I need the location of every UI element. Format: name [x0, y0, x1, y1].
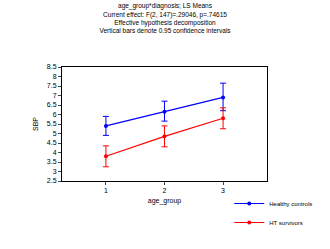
- svg-text:4.5: 4.5: [47, 139, 57, 146]
- svg-text:4: 4: [53, 149, 57, 156]
- svg-text:1: 1: [104, 187, 108, 194]
- svg-text:2: 2: [163, 187, 167, 194]
- svg-text:Healthy controls: Healthy controls: [269, 201, 312, 207]
- svg-text:age_group: age_group: [148, 197, 182, 205]
- svg-text:SBP: SBP: [32, 117, 39, 131]
- svg-text:3.5: 3.5: [47, 158, 57, 165]
- svg-text:5: 5: [53, 130, 57, 137]
- svg-text:3: 3: [221, 187, 225, 194]
- svg-text:8.5: 8.5: [47, 63, 57, 70]
- svg-text:3: 3: [53, 168, 57, 175]
- svg-text:8: 8: [53, 73, 57, 80]
- svg-text:age_group*diagnosis; LS MeansC: age_group*diagnosis; LS MeansCurrent eff…: [99, 2, 231, 34]
- svg-text:HT survivors: HT survivors: [269, 220, 303, 226]
- svg-text:6: 6: [53, 111, 57, 118]
- svg-text:6.5: 6.5: [47, 101, 57, 108]
- svg-text:7: 7: [53, 92, 57, 99]
- svg-text:7.5: 7.5: [47, 82, 57, 89]
- svg-text:2.5: 2.5: [47, 177, 57, 184]
- svg-text:5.5: 5.5: [47, 120, 57, 127]
